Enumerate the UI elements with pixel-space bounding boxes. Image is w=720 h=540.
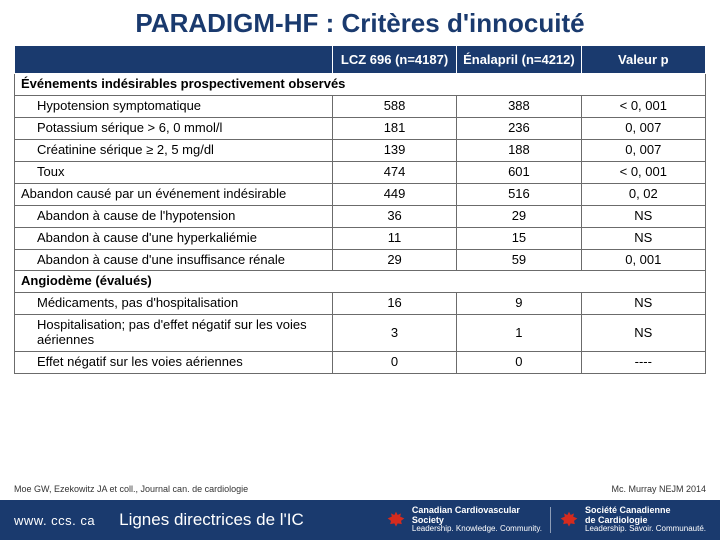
safety-table: LCZ 696 (n=4187) Énalapril (n=4212) Vale…	[14, 45, 706, 374]
col-header-blank	[15, 46, 333, 74]
table-row: Toux474601< 0, 001	[15, 161, 706, 183]
row-label: Médicaments, pas d'hospitalisation	[15, 293, 333, 315]
logo-ccs-fr: Société Canadienne de Cardiologie Leader…	[559, 506, 706, 533]
col-header-pvalue: Valeur p	[581, 46, 705, 74]
footer-guide: Lignes directrices de l'IC	[119, 510, 304, 530]
cell-enalapril: 516	[457, 183, 581, 205]
table-row: Abandon causé par un événement indésirab…	[15, 183, 706, 205]
table-container: LCZ 696 (n=4187) Énalapril (n=4212) Vale…	[0, 45, 720, 540]
cell-lcz: 0	[332, 352, 456, 374]
table-row: Abandon à cause d'une hyperkaliémie1115N…	[15, 227, 706, 249]
cell-pvalue: NS	[581, 227, 705, 249]
cell-lcz: 29	[332, 249, 456, 271]
row-label: Effet négatif sur les voies aériennes	[15, 352, 333, 374]
row-label: Hypotension symptomatique	[15, 95, 333, 117]
cell-pvalue: ----	[581, 352, 705, 374]
row-label: Créatinine sérique ≥ 2, 5 mg/dl	[15, 139, 333, 161]
cell-lcz: 181	[332, 117, 456, 139]
citation-left: Moe GW, Ezekowitz JA et coll., Journal c…	[14, 484, 248, 494]
table-row: Effet négatif sur les voies aériennes00-…	[15, 352, 706, 374]
logo-divider	[550, 507, 551, 533]
footer-url: www. ccs. ca	[14, 513, 95, 528]
cell-pvalue: 0, 02	[581, 183, 705, 205]
footer-bar: www. ccs. ca Lignes directrices de l'IC …	[0, 500, 720, 540]
logo-fr-text: Société Canadienne de Cardiologie Leader…	[585, 506, 706, 533]
row-label: Toux	[15, 161, 333, 183]
row-label: Abandon causé par un événement indésirab…	[15, 183, 333, 205]
table-body: Événements indésirables prospectivement …	[15, 74, 706, 374]
cell-lcz: 139	[332, 139, 456, 161]
slide: PARADIGM-HF : Critères d'innocuité LCZ 6…	[0, 0, 720, 540]
logo-ccs-en: Canadian Cardiovascular Society Leadersh…	[386, 506, 542, 533]
cell-enalapril: 0	[457, 352, 581, 374]
cell-enalapril: 9	[457, 293, 581, 315]
cell-pvalue: NS	[581, 315, 705, 352]
cell-enalapril: 601	[457, 161, 581, 183]
table-row: Hospitalisation; pas d'effet négatif sur…	[15, 315, 706, 352]
cell-enalapril: 59	[457, 249, 581, 271]
table-row: Angiodème (évalués)	[15, 271, 706, 293]
table-row: Médicaments, pas d'hospitalisation169NS	[15, 293, 706, 315]
row-label: Abandon à cause de l'hypotension	[15, 205, 333, 227]
cell-lcz: 3	[332, 315, 456, 352]
cell-lcz: 588	[332, 95, 456, 117]
logo-en-tag: Leadership. Knowledge. Community.	[412, 524, 542, 533]
cell-pvalue: 0, 001	[581, 249, 705, 271]
table-header: LCZ 696 (n=4187) Énalapril (n=4212) Vale…	[15, 46, 706, 74]
table-row: Abandon à cause d'une insuffisance rénal…	[15, 249, 706, 271]
cell-lcz: 449	[332, 183, 456, 205]
cell-pvalue: 0, 007	[581, 117, 705, 139]
cell-pvalue: NS	[581, 205, 705, 227]
table-row: Abandon à cause de l'hypotension3629NS	[15, 205, 706, 227]
col-header-lcz: LCZ 696 (n=4187)	[332, 46, 456, 74]
cell-pvalue: NS	[581, 293, 705, 315]
cell-enalapril: 15	[457, 227, 581, 249]
row-label: Abandon à cause d'une hyperkaliémie	[15, 227, 333, 249]
cell-pvalue: < 0, 001	[581, 161, 705, 183]
table-row: Potassium sérique > 6, 0 mmol/l1812360, …	[15, 117, 706, 139]
row-label: Potassium sérique > 6, 0 mmol/l	[15, 117, 333, 139]
cell-lcz: 36	[332, 205, 456, 227]
citation-right: Mc. Murray NEJM 2014	[611, 484, 706, 494]
cell-enalapril: 188	[457, 139, 581, 161]
section-label: Événements indésirables prospectivement …	[15, 74, 706, 96]
row-label: Hospitalisation; pas d'effet négatif sur…	[15, 315, 333, 352]
cell-lcz: 16	[332, 293, 456, 315]
logo-en-text: Canadian Cardiovascular Society Leadersh…	[412, 506, 542, 533]
page-title: PARADIGM-HF : Critères d'innocuité	[0, 0, 720, 45]
section-label: Angiodème (évalués)	[15, 271, 706, 293]
table-row: Hypotension symptomatique588388< 0, 001	[15, 95, 706, 117]
cell-enalapril: 1	[457, 315, 581, 352]
cell-enalapril: 29	[457, 205, 581, 227]
maple-leaf-icon	[386, 510, 406, 530]
cell-lcz: 11	[332, 227, 456, 249]
col-header-enalapril: Énalapril (n=4212)	[457, 46, 581, 74]
logo-fr-tag: Leadership. Savoir. Communauté.	[585, 524, 706, 533]
cell-pvalue: < 0, 001	[581, 95, 705, 117]
cell-enalapril: 388	[457, 95, 581, 117]
footer-logos: Canadian Cardiovascular Society Leadersh…	[386, 506, 706, 533]
table-row: Créatinine sérique ≥ 2, 5 mg/dl1391880, …	[15, 139, 706, 161]
cell-lcz: 474	[332, 161, 456, 183]
table-row: Événements indésirables prospectivement …	[15, 74, 706, 96]
cell-pvalue: 0, 007	[581, 139, 705, 161]
row-label: Abandon à cause d'une insuffisance rénal…	[15, 249, 333, 271]
maple-leaf-icon	[559, 510, 579, 530]
cell-enalapril: 236	[457, 117, 581, 139]
